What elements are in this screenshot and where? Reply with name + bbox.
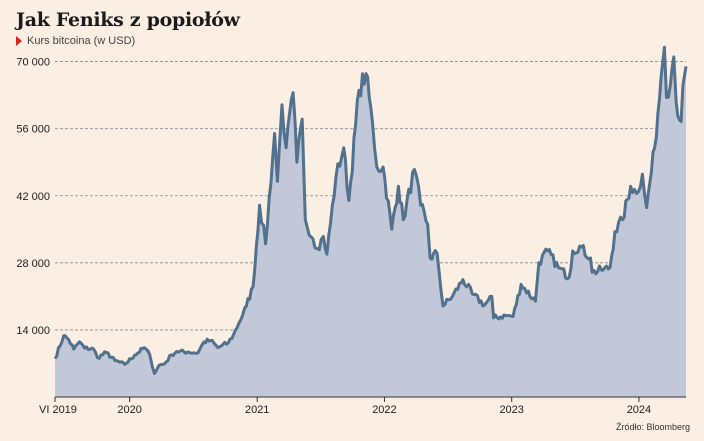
x-tick-label: 2024 [627, 404, 651, 416]
triangle-marker-icon [16, 36, 22, 46]
y-tick-label: 70 000 [16, 57, 50, 69]
y-axis-labels: 14 000 28 000 42 000 56 000 70 000 [16, 57, 50, 337]
subtitle-text: Kurs bitcoina (w USD) [27, 35, 136, 47]
x-tick-label: 2021 [245, 404, 269, 416]
source-note: Źródło: Bloomberg [615, 422, 690, 432]
x-tick-label: 2020 [117, 404, 141, 416]
y-tick-label: 28 000 [16, 258, 50, 270]
x-axis-labels: VI 2019 2020 2021 2022 2023 2024 [39, 397, 651, 416]
y-tick-label: 56 000 [16, 124, 50, 136]
chart-subtitle: Kurs bitcoina (w USD) [16, 35, 135, 47]
x-tick-label: VI 2019 [39, 404, 77, 416]
price-line [53, 45, 688, 375]
chart-title: Jak Feniks z popiołów [16, 9, 240, 31]
price-area [55, 47, 686, 397]
y-tick-label: 42 000 [16, 191, 50, 203]
x-tick-label: 2022 [372, 404, 396, 416]
x-tick-label: 2023 [499, 404, 523, 416]
y-tick-label: 14 000 [16, 325, 50, 337]
